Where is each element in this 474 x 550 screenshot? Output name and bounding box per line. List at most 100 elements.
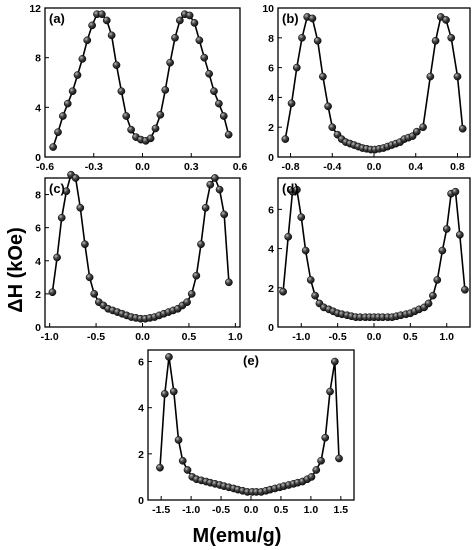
- data-point: [292, 63, 301, 72]
- data-point: [160, 389, 169, 398]
- y-tick-label: 8: [35, 190, 41, 202]
- data-point: [49, 143, 57, 151]
- data-point: [326, 387, 334, 396]
- panel-label: (d): [282, 181, 299, 196]
- data-point: [201, 203, 210, 212]
- series-line: [52, 13, 230, 148]
- data-point: [71, 174, 80, 182]
- data-point: [220, 210, 229, 219]
- data-point: [453, 72, 462, 81]
- x-tick-label: -0.4: [323, 161, 341, 173]
- data-point: [205, 69, 213, 78]
- y-tick-label: 0: [268, 152, 274, 164]
- x-tick-label: -1.5: [152, 504, 170, 516]
- data-point: [156, 110, 165, 119]
- data-point: [451, 187, 460, 196]
- y-tick-label: 4: [35, 256, 41, 268]
- data-point: [321, 433, 330, 442]
- data-point: [442, 225, 451, 233]
- series-line: [282, 189, 466, 319]
- plot-frame: [147, 349, 355, 501]
- data-point: [293, 185, 301, 194]
- y-tick-label: 0: [35, 322, 41, 334]
- data-point: [306, 276, 315, 284]
- data-point: [88, 21, 96, 30]
- data-point: [176, 16, 184, 25]
- x-tick-label: -1.0: [41, 331, 59, 343]
- plot-frame: [44, 177, 241, 328]
- data-point: [90, 290, 99, 298]
- data-point: [431, 36, 440, 45]
- panel-c: -1.0 -0.5 0.0 0.5 1.0 0 2 4 6 8 (c): [35, 170, 243, 343]
- data-point: [171, 33, 179, 42]
- data-point: [301, 246, 310, 255]
- x-tick-label: 0.4: [408, 161, 423, 173]
- panel-a: -0.6 -0.3 0.0 0.3 0.6 0 4 8 12 (a): [29, 3, 247, 173]
- x-tick-label: -1.0: [292, 331, 310, 343]
- data-point: [48, 288, 57, 297]
- data-point: [112, 61, 121, 69]
- data-point: [206, 180, 215, 189]
- data-point: [197, 240, 205, 249]
- x-tick-label: 0.0: [135, 161, 150, 173]
- data-point: [312, 466, 321, 474]
- data-point: [429, 291, 437, 300]
- data-point: [424, 299, 433, 308]
- data-point: [447, 33, 456, 42]
- data-point: [76, 203, 85, 212]
- data-point: [442, 16, 450, 24]
- x-tick-label: -0.6: [36, 161, 54, 173]
- y-tick-label: 10: [262, 3, 274, 15]
- data-point: [319, 72, 327, 81]
- data-point: [62, 187, 71, 196]
- x-axis-title: M(emu/g): [193, 525, 282, 547]
- data-point: [195, 36, 204, 45]
- y-tick-label: 8: [35, 53, 41, 65]
- data-point: [85, 273, 94, 282]
- data-point: [284, 232, 293, 241]
- x-tick-label: 0.5: [182, 331, 197, 343]
- y-tick-label: 4: [35, 102, 41, 114]
- data-point: [53, 253, 61, 262]
- data-point: [438, 246, 447, 255]
- data-point: [122, 112, 131, 120]
- data-point: [78, 55, 87, 63]
- data-point: [166, 58, 174, 67]
- data-point: [279, 287, 287, 296]
- data-point: [146, 134, 155, 143]
- data-point: [161, 86, 170, 94]
- panel-label: (a): [49, 11, 65, 26]
- data-point: [224, 130, 233, 139]
- x-tick-label: 0.6: [233, 161, 248, 173]
- y-tick-label: 12: [29, 3, 41, 15]
- data-point: [426, 72, 435, 81]
- data-point: [308, 14, 317, 23]
- data-point: [165, 353, 173, 361]
- data-point: [324, 102, 332, 111]
- x-tick-label: 1.0: [304, 504, 319, 516]
- data-point: [215, 185, 224, 194]
- data-point: [281, 135, 290, 143]
- y-tick-label: 4: [268, 92, 274, 104]
- data-point: [185, 11, 194, 20]
- data-point: [192, 271, 201, 280]
- y-tick-label: 6: [35, 223, 41, 235]
- y-tick-label: 0: [268, 322, 274, 334]
- y-tick-label: 6: [138, 357, 144, 369]
- data-point: [455, 231, 464, 239]
- data-point: [178, 456, 187, 465]
- data-point: [317, 456, 325, 465]
- data-point: [107, 31, 116, 40]
- panel-d: -1.0 -0.5 0.0 0.5 1.0 0 2 4 6 (d): [268, 177, 471, 343]
- y-tick-label: 4: [138, 403, 144, 415]
- y-tick-label: 2: [35, 289, 41, 301]
- data-point: [328, 123, 337, 132]
- y-axis-title: ΔH (kOe): [5, 227, 27, 313]
- y-tick-label: 6: [268, 63, 274, 75]
- x-tick-label: 0.8: [450, 161, 465, 173]
- panel-e: -1.5 -1.0 -0.5 0.0 0.5 1.0 1.5 0 2 4 6 (e): [138, 349, 355, 516]
- data-point: [183, 466, 192, 474]
- x-tick-label: 0.0: [135, 331, 150, 343]
- data-point: [54, 128, 62, 137]
